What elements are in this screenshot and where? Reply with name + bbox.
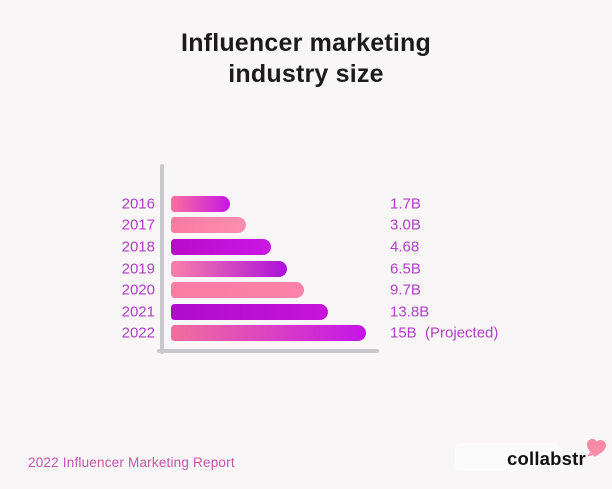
bar-2018: [171, 238, 271, 255]
value-label-2020: 9.7B: [390, 281, 421, 299]
chart-row: 2017 3.0B: [0, 215, 612, 237]
report-label: 2022 Influencer Marketing Report: [28, 455, 235, 470]
chart-row: 2016 1.7B: [0, 193, 612, 215]
year-label-2022: 2022: [121, 324, 155, 342]
value-label-2017: 3.0B: [390, 216, 421, 234]
chart-row: 2019 6.5B: [0, 258, 612, 280]
chart-title-line2: industry size: [228, 59, 384, 88]
chart-row: 2022 15B (Projected): [0, 323, 612, 345]
bar-2022: [171, 325, 366, 342]
x-axis-line: [157, 349, 379, 353]
year-label-2021: 2021: [121, 303, 155, 321]
value-label-2018: 4.68: [390, 238, 420, 256]
chart-rows: 2016 1.7B 2017 3.0B 2018 4.68 2019 6.5B 2020 9.7B…: [0, 193, 612, 344]
year-label-2017: 2017: [121, 216, 155, 234]
value-label-2021: 13.8B: [390, 303, 430, 321]
watermark-box: [455, 443, 560, 471]
chart-title-line1: Influencer marketing: [181, 29, 431, 57]
chart-row: 2018 4.68: [0, 236, 612, 258]
chart-row: 2020 9.7B: [0, 279, 612, 301]
brand-wordmark: collabstr: [507, 448, 586, 469]
bar-2020: [171, 282, 304, 299]
year-label-2016: 2016: [121, 195, 155, 213]
y-axis-line: [160, 164, 164, 354]
year-label-2018: 2018: [121, 238, 155, 256]
bar-2016: [171, 195, 230, 212]
heart-icon: [587, 438, 606, 457]
chart-title: Influencer marketing industry size: [0, 28, 612, 89]
year-label-2020: 2020: [121, 281, 155, 299]
bar-2021: [171, 303, 328, 320]
bar-2017: [171, 217, 246, 234]
value-label-2022: 15B (Projected): [390, 324, 499, 342]
bar-2019: [171, 260, 287, 277]
value-label-2019: 6.5B: [390, 260, 421, 278]
value-label-2016: 1.7B: [390, 195, 421, 213]
chart-row: 2021 13.8B: [0, 301, 612, 323]
year-label-2019: 2019: [121, 260, 155, 278]
